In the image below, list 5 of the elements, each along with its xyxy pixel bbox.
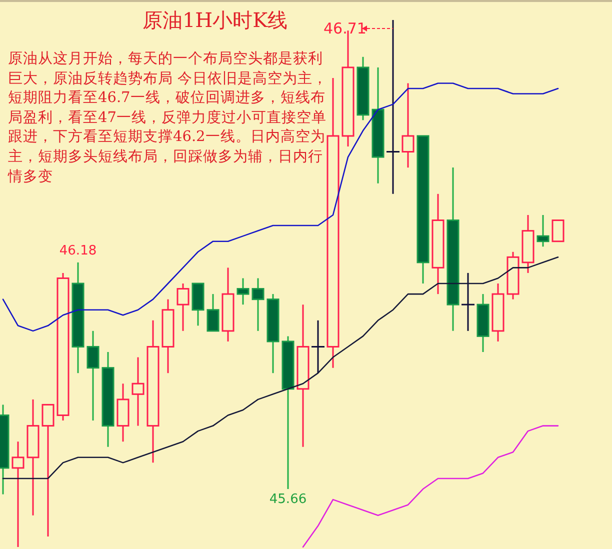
chart-title: 原油1H小时K线 <box>142 8 288 32</box>
annotation: 45.66 <box>269 492 307 508</box>
annotation: 46.18 <box>59 243 97 258</box>
annotation: 46.71 <box>324 20 366 38</box>
annotation: 原油从这月开始，每天的一个布局空头都是获利巨大，原油反转趋势布局 今日依旧是高空为主，短期阻力看至46.7一线，破位回调进多，短线布局盈利，看至47一线，反弹力度过小可直接空单跟进，下方看至短期支撑46.2一线。日内高空为主，短期多头短线布局，回踩做多为辅，日内行情多变 <box>8 50 329 187</box>
